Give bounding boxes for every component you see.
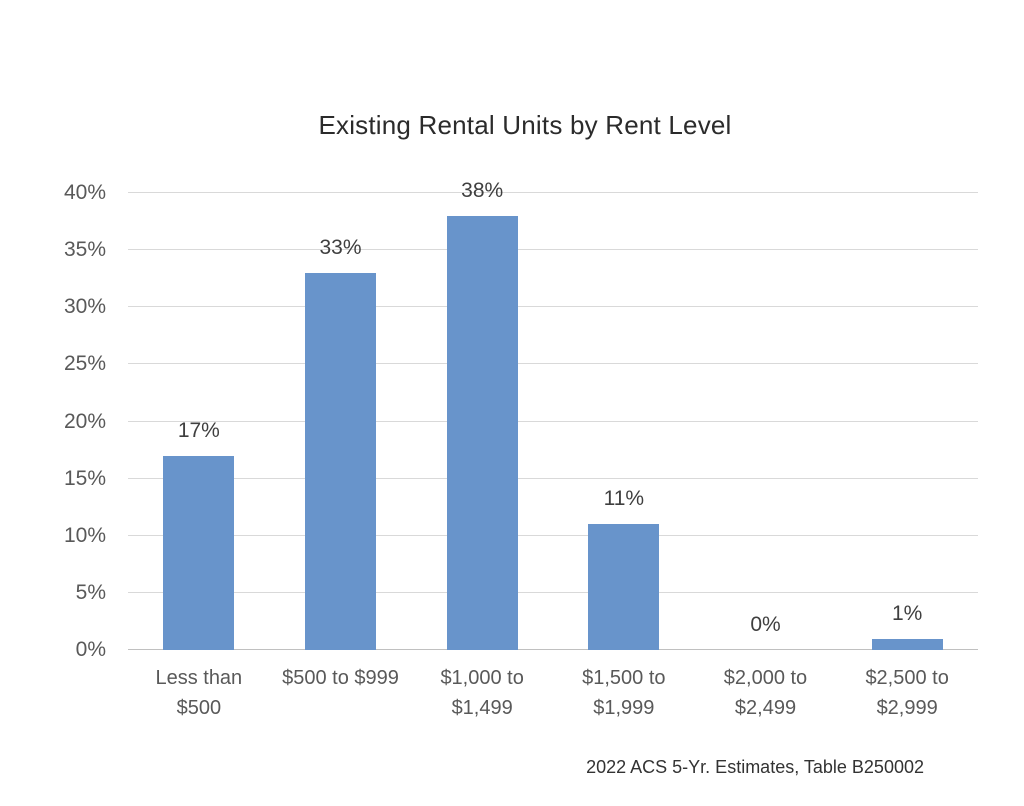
- y-tick-label: 5%: [75, 580, 106, 604]
- chart-title: Existing Rental Units by Rent Level: [318, 110, 732, 140]
- x-tick-label: $2,500 to $2,999: [836, 663, 978, 723]
- data-label: 0%: [750, 613, 781, 636]
- data-label: 1%: [891, 601, 923, 625]
- bar-2: [305, 272, 376, 650]
- data-label: 33%: [319, 235, 362, 259]
- gridline: [128, 192, 978, 193]
- y-tick-label: 40%: [63, 181, 106, 204]
- data-label: 11%: [603, 487, 645, 511]
- gridline: [128, 363, 978, 365]
- x-tick-label-line: $500 to $999: [282, 667, 399, 689]
- y-tick-label: 35%: [63, 238, 106, 262]
- y-tick-label: 20%: [63, 409, 106, 433]
- x-tick-label: $1,500 to $1,999: [553, 663, 695, 723]
- x-tick-label: $2,000 to $2,499: [695, 663, 837, 723]
- y-tick-label: 10%: [63, 523, 106, 547]
- source-note: 2022 ACS 5-Yr. Estimates, Table B250002: [586, 757, 924, 777]
- data-label: 38%: [461, 178, 504, 202]
- y-tick-label: 25%: [63, 352, 106, 376]
- bar-1: [163, 455, 235, 650]
- x-tick-label-line: $2,499: [734, 697, 797, 719]
- x-tick-label-line: $1,500 to: [582, 667, 666, 689]
- y-axis: 0% 5% 10% 15% 20% 25% 30% 35% 40%: [18, 181, 106, 661]
- gridline: [128, 249, 978, 251]
- x-tick-label: Less than $500: [128, 663, 270, 723]
- gridline: [128, 477, 978, 479]
- plot-area: 17% 33% 38% 11% 0% 1%: [128, 179, 978, 650]
- y-tick-label: 15%: [63, 466, 106, 490]
- gridline: [128, 591, 978, 593]
- bar-4: [588, 524, 660, 650]
- bar-3: [446, 215, 518, 650]
- x-tick-label-line: $1,999: [593, 697, 655, 719]
- x-tick-label: $1,000 to $1,499: [411, 663, 553, 723]
- y-tick-label: 30%: [63, 295, 106, 319]
- x-tick-label-line: $1,499: [451, 697, 513, 719]
- x-axis-line: [128, 649, 978, 650]
- bar-6: [871, 638, 943, 650]
- gridline: [128, 534, 978, 536]
- x-tick-label-line: $500: [176, 697, 222, 719]
- gridline: [128, 306, 978, 308]
- y-tick-label: 0%: [75, 638, 106, 661]
- gridline: [128, 420, 978, 422]
- x-tick-label-line: $2,999: [876, 697, 938, 719]
- x-tick-label: $500 to $999: [270, 663, 412, 693]
- x-tick-label-line: $2,000 to: [723, 667, 808, 689]
- x-tick-label-line: $2,500 to: [865, 667, 949, 689]
- data-label: 17%: [177, 418, 220, 442]
- x-tick-label-line: $1,000 to: [440, 667, 524, 689]
- x-tick-label-line: Less than: [155, 667, 243, 689]
